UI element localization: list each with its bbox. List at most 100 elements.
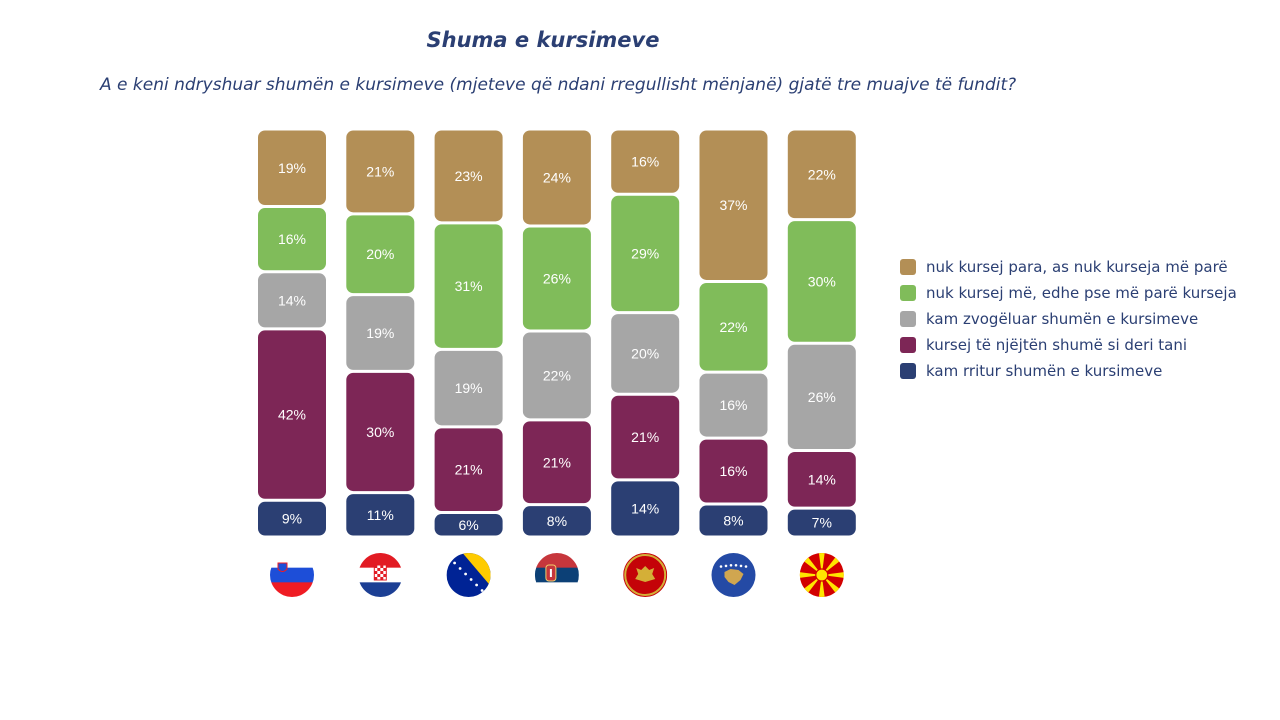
- bar-segment: [699, 282, 768, 371]
- data-label: 21%: [366, 163, 394, 179]
- data-label: 26%: [543, 270, 571, 286]
- bar-segment: [522, 506, 591, 536]
- data-label: 19%: [278, 160, 306, 176]
- data-label: 29%: [631, 245, 659, 261]
- bar-stack: 14% 21% 20% 29% 16%: [611, 130, 680, 536]
- data-label: 8%: [547, 513, 567, 529]
- kosovo-flag-icon: [711, 553, 756, 597]
- bar-segment: [258, 273, 326, 328]
- macedonia-flag-icon: [799, 553, 844, 597]
- data-label: 22%: [719, 319, 747, 335]
- bar-segment: [522, 130, 591, 225]
- chart-title: Shuma e kursimeve: [426, 28, 660, 52]
- data-label: 14%: [278, 292, 306, 308]
- bar-segment: [258, 130, 326, 206]
- bar-segment: [699, 505, 768, 536]
- bar-segment: [346, 296, 415, 370]
- legend-swatch: [900, 285, 916, 301]
- bar-segment: [787, 221, 856, 342]
- data-label: 26%: [808, 389, 836, 405]
- bar-segment: [434, 428, 503, 512]
- bar-stack: 8% 21% 22% 26% 24%: [522, 130, 591, 536]
- data-label: 16%: [631, 154, 659, 170]
- serbia-flag-icon: [534, 553, 579, 597]
- bar-segment: [434, 514, 503, 536]
- data-label: 20%: [366, 246, 394, 262]
- legend: nuk kursej para, as nuk kurseja më parë …: [900, 254, 1237, 384]
- bar-stack: 8% 16% 16% 22% 37%: [699, 130, 768, 536]
- bar-segment: [434, 224, 503, 348]
- bar-segment: [258, 501, 326, 536]
- bar-segment: [346, 372, 415, 492]
- data-label: 42%: [278, 407, 306, 423]
- data-label: 21%: [631, 429, 659, 445]
- data-label: 9%: [282, 511, 302, 527]
- legend-item-increased: kam rritur shumën e kursimeve: [900, 358, 1237, 384]
- legend-item-same: kursej të njëjtën shumë si deri tani: [900, 332, 1237, 358]
- montenegro-flag-icon: [623, 553, 668, 597]
- bar-segment: [787, 130, 856, 219]
- bar-segment: [787, 451, 856, 507]
- bar-segment: [787, 344, 856, 449]
- bar-segment: [522, 332, 591, 419]
- bar-stack: 9% 42% 14% 16% 19%: [258, 130, 326, 536]
- data-label: 21%: [455, 462, 483, 478]
- bar-segment: [699, 130, 768, 280]
- data-label: 37%: [719, 197, 747, 213]
- bar-segment: [346, 494, 415, 536]
- bar-stack: 7% 14% 26% 30% 22%: [787, 130, 856, 536]
- data-label: 19%: [366, 325, 394, 341]
- legend-label: nuk kursej më, edhe pse më parë kurseja: [926, 284, 1237, 302]
- data-label: 24%: [543, 169, 571, 185]
- chart-subtitle: A e keni ndryshuar shumën e kursimeve (m…: [100, 75, 1017, 95]
- bar-stack: 6% 21% 19% 31% 23%: [434, 130, 503, 536]
- data-label: 16%: [719, 397, 747, 413]
- bar-segment: [611, 481, 680, 536]
- bar-segment: [522, 421, 591, 504]
- bar-segment: [258, 208, 326, 271]
- legend-item-stopped-saving: nuk kursej më, edhe pse më parë kurseja: [900, 280, 1237, 306]
- bar-segment: [699, 373, 768, 437]
- data-label: 6%: [458, 517, 478, 533]
- legend-swatch: [900, 311, 916, 327]
- legend-swatch: [900, 259, 916, 275]
- data-label: 20%: [631, 345, 659, 361]
- data-label: 7%: [812, 515, 832, 531]
- bar-segment: [434, 130, 503, 222]
- bar-segment: [346, 215, 415, 294]
- data-label: 11%: [367, 507, 394, 523]
- croatia-flag-icon: [358, 553, 403, 597]
- data-label: 30%: [366, 424, 394, 440]
- data-label: 19%: [455, 380, 483, 396]
- bar-segment: [699, 439, 768, 503]
- data-label: 16%: [278, 231, 306, 247]
- slovenia-flag-icon: [270, 553, 314, 597]
- data-label: 16%: [719, 463, 747, 479]
- bar-segment: [611, 130, 680, 193]
- bar-segment: [611, 195, 680, 312]
- bar-segment: [611, 395, 680, 479]
- legend-label: kursej të njëjtën shumë si deri tani: [926, 336, 1187, 354]
- data-label: 21%: [543, 454, 571, 470]
- data-label: 22%: [808, 166, 836, 182]
- data-label: 30%: [808, 273, 836, 289]
- legend-label: kam rritur shumën e kursimeve: [926, 362, 1163, 380]
- bar-stack: 11% 30% 19% 20% 21%: [346, 130, 415, 536]
- data-label: 23%: [455, 168, 483, 184]
- data-label: 31%: [455, 278, 483, 294]
- legend-item-decreased: kam zvogëluar shumën e kursimeve: [900, 306, 1237, 332]
- bar-segment: [434, 350, 503, 426]
- bar-segment: [611, 314, 680, 393]
- data-label: 14%: [631, 500, 659, 516]
- data-label: 14%: [808, 471, 836, 487]
- legend-label: nuk kursej para, as nuk kurseja më parë: [926, 258, 1228, 276]
- legend-swatch: [900, 363, 916, 379]
- data-label: 8%: [723, 513, 743, 529]
- bar-segment: [522, 227, 591, 330]
- bar-segment: [346, 130, 415, 213]
- legend-label: kam zvogëluar shumën e kursimeve: [926, 310, 1199, 328]
- legend-swatch: [900, 337, 916, 353]
- bosnia-flag-icon: [446, 553, 491, 597]
- legend-item-never-saved: nuk kursej para, as nuk kurseja më parë: [900, 254, 1237, 280]
